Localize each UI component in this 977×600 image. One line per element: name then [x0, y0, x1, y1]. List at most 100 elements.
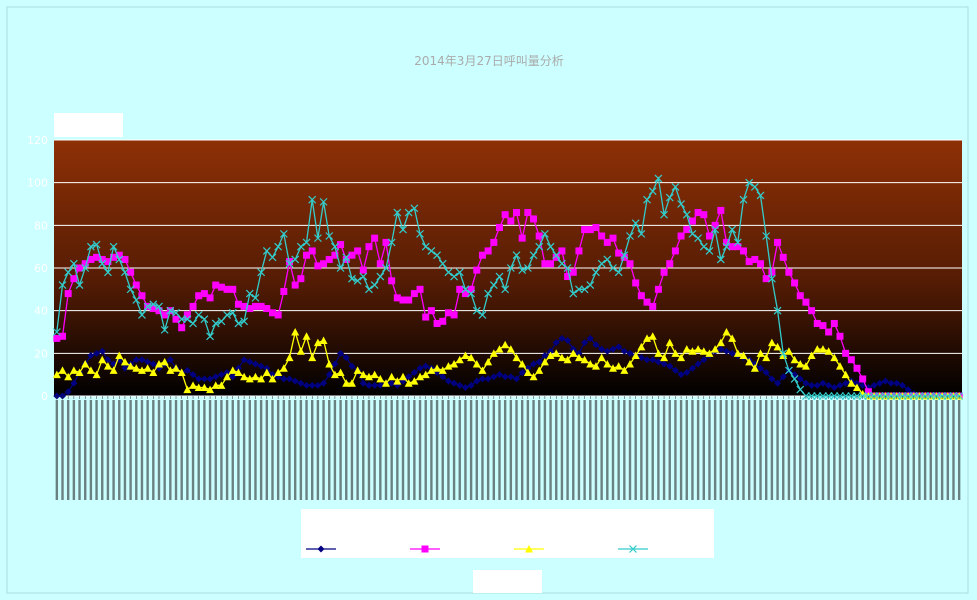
x-tick-label [146, 400, 149, 500]
x-tick-label [396, 400, 399, 500]
data-point [824, 347, 833, 355]
data-point [540, 229, 549, 238]
data-point [716, 255, 725, 264]
data-point [529, 372, 538, 381]
x-tick-label [441, 400, 444, 500]
data-point [643, 298, 651, 306]
data-point [274, 368, 283, 377]
data-point [813, 345, 822, 353]
x-tick-label [197, 400, 200, 500]
series-lines [52, 174, 964, 400]
data-point [688, 364, 696, 372]
data-point [177, 368, 186, 377]
data-point [416, 229, 424, 238]
x-axis-title-box [473, 570, 542, 593]
data-point [291, 377, 299, 385]
data-point [598, 232, 606, 240]
x-tick-label [214, 400, 217, 500]
data-point [421, 242, 430, 251]
data-point [835, 362, 844, 370]
x-tick-label [838, 400, 842, 500]
x-tick-label [668, 400, 671, 500]
x-tick-label [770, 400, 774, 500]
data-point [654, 174, 663, 183]
data-point [615, 343, 623, 351]
data-point [552, 339, 560, 347]
x-tick-label [532, 400, 535, 500]
data-point [69, 366, 78, 374]
data-point [591, 362, 600, 370]
data-point [699, 242, 708, 251]
data-point [609, 264, 617, 272]
data-point [734, 243, 742, 251]
data-point [575, 349, 583, 357]
data-point [416, 285, 424, 293]
data-point [569, 345, 577, 353]
data-point [371, 234, 379, 242]
data-point [195, 292, 203, 300]
x-tick-label [827, 400, 830, 500]
data-point [728, 225, 737, 234]
x-tick-label [799, 400, 802, 500]
x-tick-label [362, 400, 365, 500]
series-line [53, 206, 963, 400]
data-point [303, 251, 311, 259]
x-tick-label [293, 400, 297, 500]
data-point [381, 379, 390, 387]
data-point [490, 238, 498, 246]
x-tick-label [572, 400, 575, 500]
data-point [631, 219, 640, 228]
data-point [183, 315, 192, 324]
data-point [229, 285, 237, 293]
data-point [93, 349, 101, 357]
data-point [86, 366, 95, 374]
data-point [523, 264, 532, 272]
data-point [217, 317, 226, 326]
x-tick-label [713, 400, 717, 500]
data-point [303, 381, 311, 389]
x-tick-label [452, 400, 456, 500]
data-point [626, 232, 634, 240]
data-point [507, 217, 515, 225]
data-point [813, 381, 821, 389]
x-tick-label [577, 400, 581, 500]
data-point [847, 379, 856, 387]
data-point [155, 307, 163, 315]
data-point [574, 353, 583, 362]
x-tick-label [78, 400, 81, 500]
x-tick-label [747, 400, 751, 500]
data-point [654, 358, 662, 366]
x-tick-label [95, 400, 98, 500]
data-point [104, 356, 112, 364]
data-point [853, 383, 862, 391]
data-point [467, 285, 475, 293]
x-tick-label [679, 400, 683, 500]
data-point [228, 308, 237, 317]
data-point [660, 360, 668, 368]
data-point [762, 353, 771, 362]
x-tick-label [776, 400, 779, 500]
data-point [513, 375, 521, 383]
data-point [620, 347, 628, 355]
data-point [126, 285, 135, 294]
data-point [597, 259, 606, 268]
x-tick-label [657, 400, 660, 500]
data-point [183, 311, 191, 319]
data-point [103, 362, 112, 370]
data-point [558, 334, 566, 342]
data-point [700, 356, 708, 364]
data-point [206, 294, 214, 302]
data-point [523, 368, 532, 377]
x-tick-label [895, 400, 898, 500]
x-tick-label [152, 400, 155, 500]
y-tick-label: 100 [27, 177, 48, 190]
data-point [359, 370, 368, 379]
data-point [200, 383, 209, 391]
data-point [467, 381, 475, 389]
chart-title: 2014年3月27日呼叫量分析 [414, 54, 563, 68]
x-tick-label [123, 400, 127, 500]
x-tick-label [413, 400, 416, 500]
data-point [547, 347, 555, 355]
x-tick-label [379, 400, 382, 500]
data-point [223, 372, 232, 381]
